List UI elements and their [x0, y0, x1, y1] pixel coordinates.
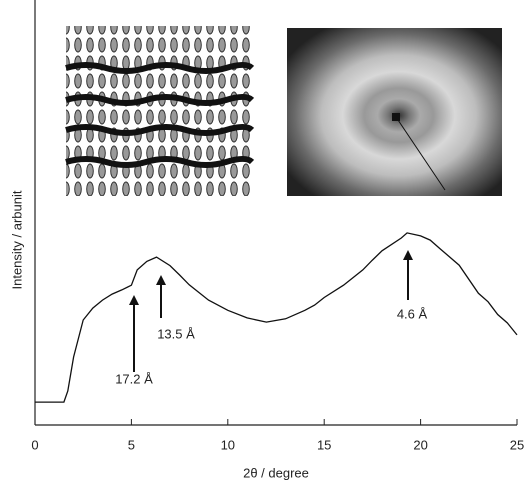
- annotation: 13.5 Å: [157, 326, 195, 341]
- x-axis-label: 2θ / degree: [243, 465, 309, 480]
- inset-diffraction: [287, 28, 502, 196]
- x-tick-label: 10: [221, 437, 235, 452]
- x-tick-label: 20: [413, 437, 427, 452]
- x-tick-label: 15: [317, 437, 331, 452]
- annotation-arrowhead: [403, 250, 413, 260]
- annotation: 17.2 Å: [115, 371, 153, 386]
- annotation-arrowhead: [129, 295, 139, 305]
- annotation: 4.6 Å: [397, 306, 428, 321]
- annotation-arrowhead: [156, 275, 166, 285]
- x-tick-label: 0: [31, 437, 38, 452]
- inset-schematic: [65, 26, 255, 196]
- data-line: [35, 232, 518, 403]
- y-axis-label: Intensity / arbunit: [9, 190, 24, 289]
- x-tick-label: 5: [128, 437, 135, 452]
- x-tick-label: 25: [510, 437, 524, 452]
